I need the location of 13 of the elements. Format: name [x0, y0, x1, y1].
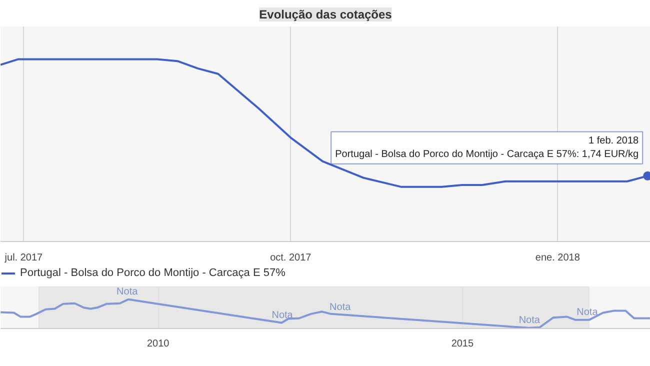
annotation: Nota	[116, 286, 138, 298]
annotation: 1 feb. 2018 Portugal - Bolsa do Porco do Montijo - Carcaça E 57%: 1,74 EUR/kg	[335, 136, 640, 160]
x-tick-label: 2015	[451, 338, 474, 350]
chart-title: Evolução das cotações	[259, 8, 392, 22]
annotation: Nota	[330, 302, 352, 314]
annotation: Nota	[576, 306, 598, 318]
x-tick-label: 2010	[147, 338, 170, 350]
x-tick-label: ene. 2018	[535, 252, 580, 264]
x-tick-label: oct. 2017	[270, 252, 312, 264]
x-tick-label: jul. 2017	[4, 252, 44, 264]
annotation: Nota	[272, 310, 294, 321]
legend-label: Portugal - Bolsa do Porco do Montijo - Carcaça E 57%	[20, 267, 286, 279]
annotation: Nota	[518, 314, 540, 326]
